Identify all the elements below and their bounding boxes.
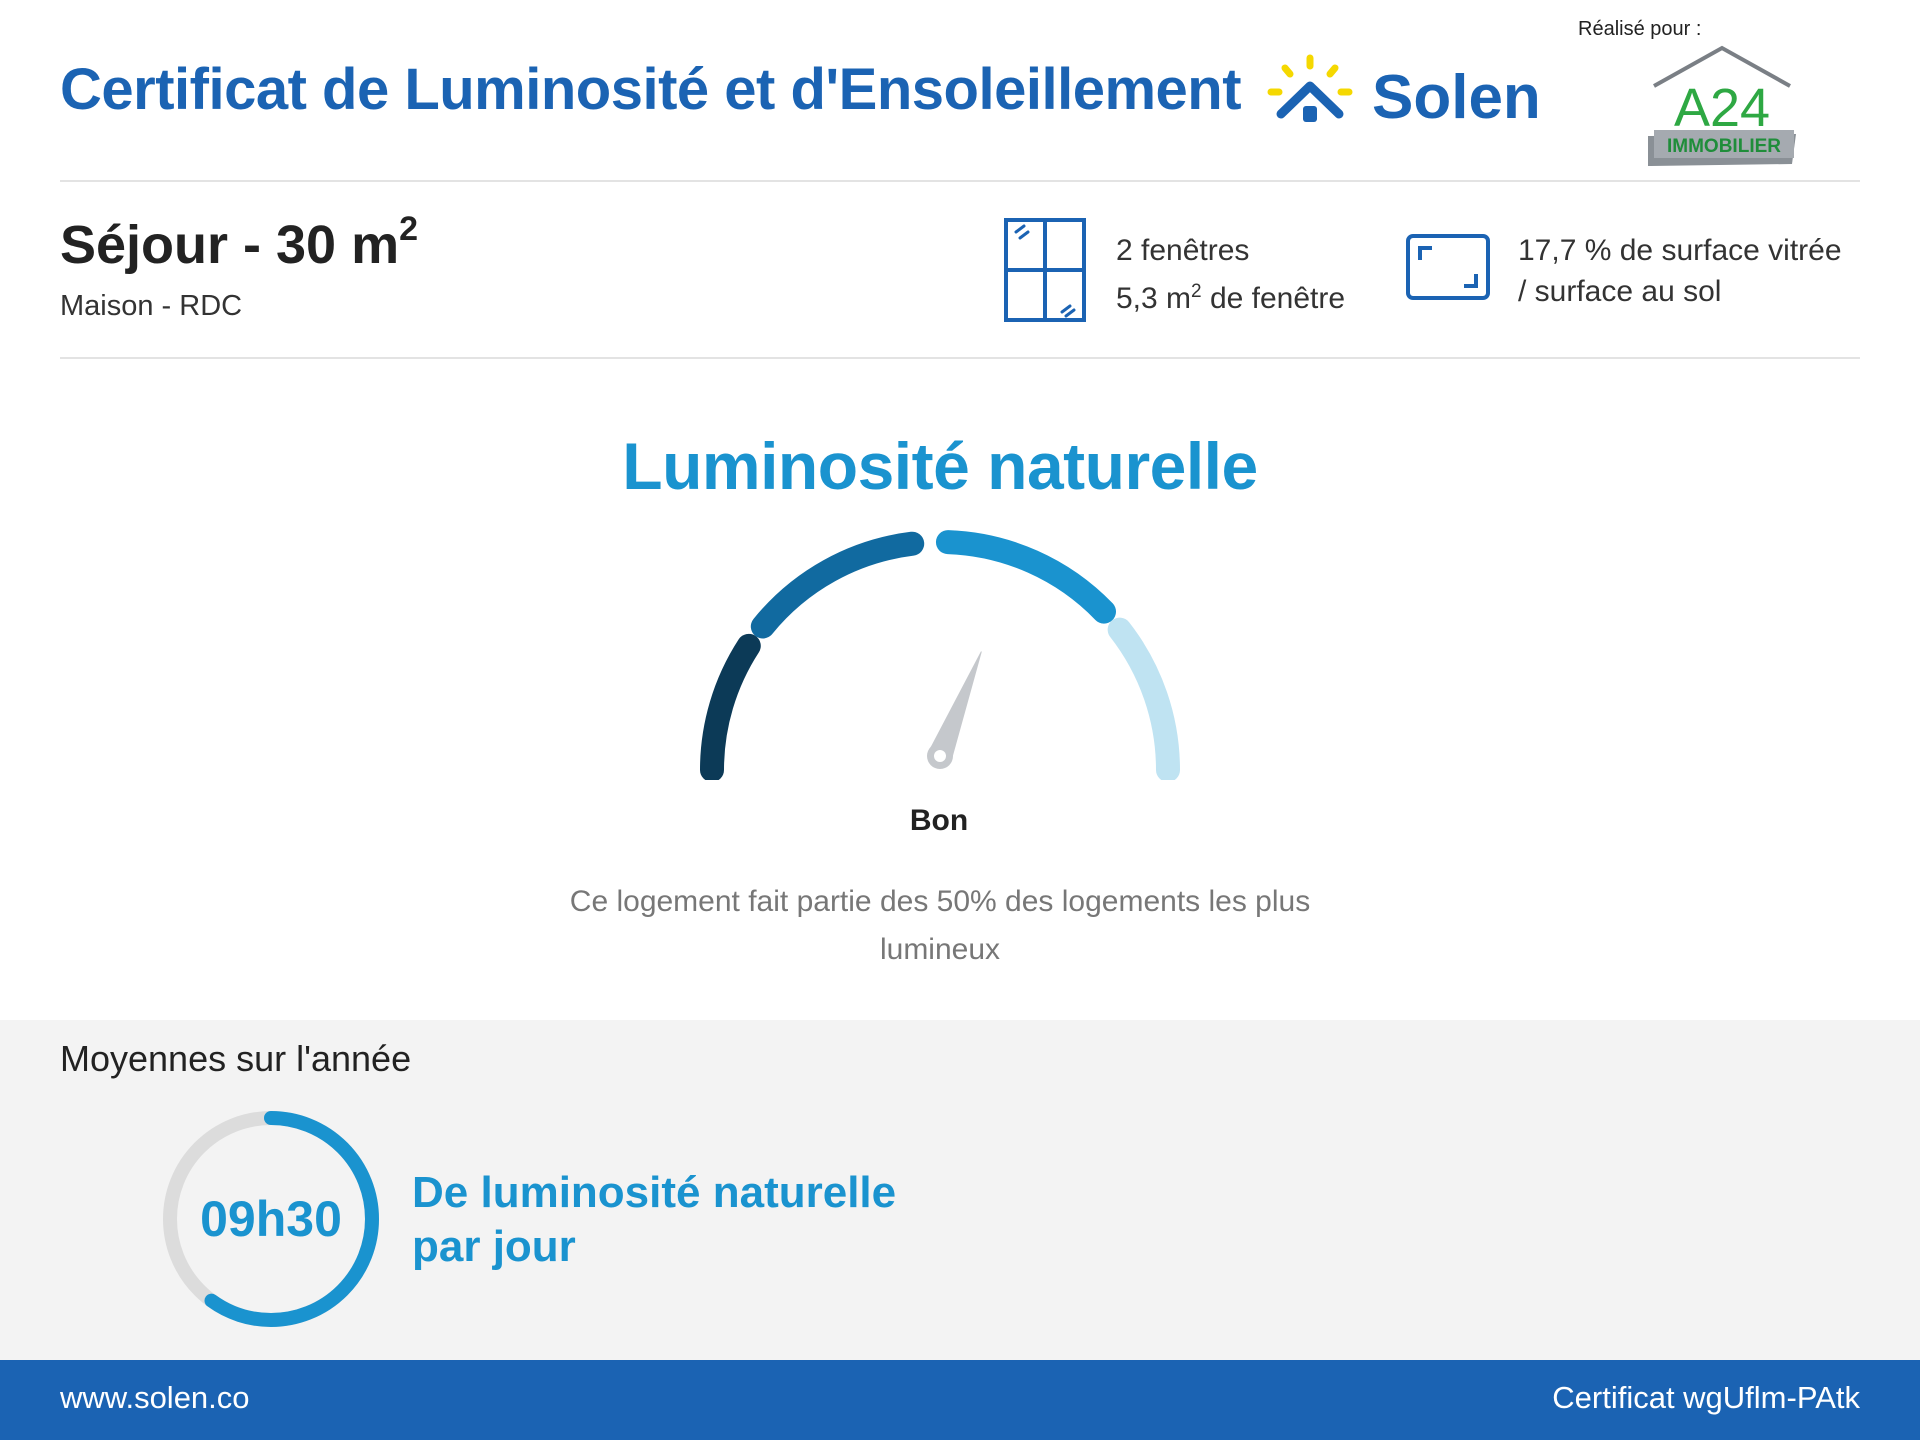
room-divider [60, 357, 1860, 359]
windows-area-suffix: de fenêtre [1201, 282, 1346, 315]
daylight-label-line1: De luminosité naturelle [412, 1168, 897, 1217]
gauge-needle-center [934, 750, 946, 762]
client-logo-sub: IMMOBILIER [1667, 136, 1781, 157]
luminosity-description: Ce logement fait partie des 50% des loge… [569, 885, 1311, 966]
windows-area-value: 5,3 m [1116, 282, 1192, 315]
luminosity-title: Luminosité naturelle [622, 429, 1258, 503]
header-divider [60, 180, 1860, 182]
floor-area-icon [1406, 234, 1490, 300]
windows-info: 2 fenêtres 5,3 m2 de fenêtre [1116, 230, 1345, 319]
daylight-progress-ring [163, 1111, 379, 1327]
averages-title: Moyennes sur l'année [60, 1038, 412, 1079]
certificate-title: Certificat de Luminosité et d'Ensoleille… [60, 57, 1242, 122]
gauge-segment-1 [700, 633, 761, 780]
windows-area-sup: 2 [1191, 281, 1202, 302]
windows-count: 2 fenêtres [1116, 234, 1250, 267]
room-title-sup: 2 [399, 210, 419, 248]
sun-house-icon [1267, 54, 1353, 122]
client-logo: A24 IMMOBILIER [1640, 44, 1800, 169]
made-for-label: Réalisé pour : [1578, 18, 1702, 40]
client-logo-main: A24 [1674, 78, 1770, 138]
luminosity-rating: Bon [909, 804, 969, 837]
window-icon [1004, 218, 1086, 322]
daylight-duration: 09h30 [200, 1191, 342, 1247]
certificate-id: Certificat wgUflm-PAtk [1552, 1380, 1860, 1415]
room-subtitle: Maison - RDC [60, 290, 243, 322]
brand-name: Solen [1372, 63, 1541, 132]
gauge-segment-4 [1107, 617, 1180, 780]
glazing-info: 17,7 % de surface vitrée / surface au so… [1518, 230, 1842, 312]
client-logo-graphic: A24 IMMOBILIER [1648, 45, 1796, 166]
glazing-ratio: 17,7 % de surface vitrée [1518, 234, 1842, 267]
glazing-ratio-suffix: / surface au sol [1518, 275, 1722, 308]
room-title-text: Séjour - 30 m [60, 215, 400, 275]
gauge-segment-2 [750, 531, 925, 639]
daylight-label-line2: par jour [412, 1222, 576, 1271]
footer-bar [0, 1360, 1920, 1440]
ring-progress [163, 1111, 379, 1327]
website-link[interactable]: www.solen.co [60, 1380, 250, 1415]
daylight-label: De luminosité naturelle par jour [412, 1166, 896, 1274]
gauge-segment-3 [935, 530, 1117, 624]
luminosity-gauge [700, 530, 1180, 780]
room-title: Séjour - 30 m2 [60, 210, 418, 276]
windows-area: 5,3 m2 de fenêtre [1116, 271, 1345, 319]
